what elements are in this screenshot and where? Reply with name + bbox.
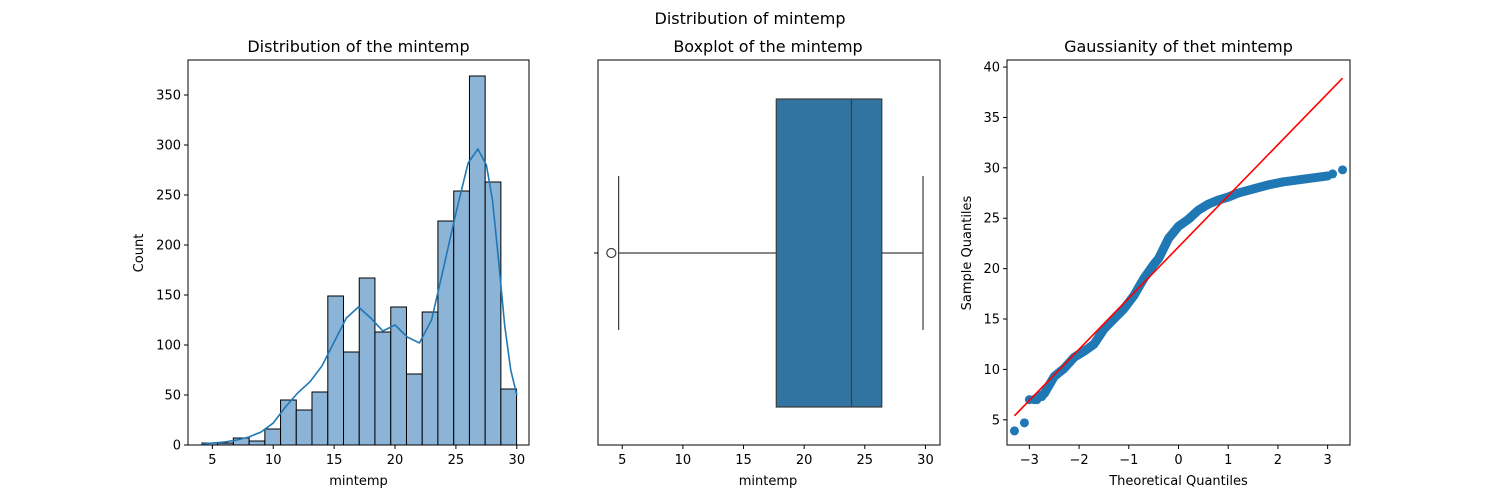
histogram-x-tick-label: 15 [326, 453, 343, 468]
outlier-point [606, 247, 617, 259]
histogram-bar [500, 388, 518, 446]
histogram-bar [453, 190, 470, 446]
histogram-bar [468, 75, 486, 446]
qq-plot-x-tick-label: −3 [1020, 453, 1039, 468]
histogram-x-tick-label: 10 [265, 453, 282, 468]
boxplot-title: Boxplot of the mintemp [673, 37, 862, 56]
histogram-y-tick-label: 100 [156, 339, 181, 354]
reference-line [1013, 77, 1344, 417]
qq-plot-x-tick-label: 2 [1274, 453, 1282, 468]
boxplot-axes-frame [597, 59, 941, 446]
histogram-bar [327, 295, 345, 446]
qq-plot-x-tick-label: 3 [1323, 453, 1331, 468]
histogram-y-label: Count [132, 234, 147, 273]
histogram-y-tick-label: 350 [156, 89, 181, 104]
qq-plot-x-label: Theoretical Quantiles [1108, 474, 1248, 489]
histogram-y-tick-label: 50 [164, 389, 181, 404]
qq-plot-x-tick-label: 0 [1174, 453, 1182, 468]
qq-plot-y-tick-label: 15 [983, 313, 1000, 328]
histogram-x-label: mintemp [329, 474, 388, 489]
quantile-point [1037, 392, 1047, 402]
qq-plot-x-tick-label: −2 [1069, 453, 1088, 468]
histogram-bar [295, 409, 313, 446]
histogram-bar [280, 399, 297, 446]
qq-plot-x-tick-label: −1 [1119, 453, 1138, 468]
histogram-panel: Distribution of the mintemp mintemp Coun… [132, 37, 530, 489]
histogram-y-tick-label: 150 [156, 289, 181, 304]
qq-plot-y-tick-label: 35 [983, 111, 1000, 126]
boxplot-x-label: mintemp [739, 474, 798, 489]
histogram-axes-frame [187, 59, 530, 446]
qq-plot-y-label: Sample Quantiles [960, 195, 975, 310]
histogram-bar [405, 373, 423, 446]
qq-plot-y-tick-label: 40 [983, 61, 1000, 76]
histogram-x-tick-label: 25 [448, 453, 465, 468]
qq-plot-axes-frame [1006, 59, 1351, 446]
boxplot-x-tick-label: 20 [796, 453, 813, 468]
boxplot-x-tick-label: 15 [735, 453, 752, 468]
qq-plot-x-tick-label: 1 [1224, 453, 1232, 468]
interquartile-box [775, 98, 883, 408]
sample-quantile-points [1029, 171, 1333, 405]
histogram-x-tick-label: 5 [208, 453, 216, 468]
histogram-x-tick-label: 20 [387, 453, 404, 468]
qq-plot-y-tick-label: 10 [983, 363, 1000, 378]
quantile-point [1328, 169, 1338, 179]
histogram-bar [374, 331, 392, 446]
boxplot-x-tick-label: 25 [857, 453, 874, 468]
histogram-y-tick-label: 200 [156, 239, 181, 254]
histogram-bar [343, 351, 360, 446]
quantile-point [1009, 426, 1019, 436]
qq-plot-y-tick-label: 20 [983, 262, 1000, 277]
qq-plot-y-tick-label: 25 [983, 212, 1000, 227]
figure-title: Distribution of mintemp [655, 9, 846, 28]
histogram-x-tick-label: 30 [509, 453, 526, 468]
qq-plot-panel: Gaussianity of thet mintemp Theoretical … [960, 37, 1351, 489]
quantile-point [1338, 165, 1348, 175]
boxplot-panel: Boxplot of the mintemp mintemp 5 10 15 20 25… [594, 37, 941, 489]
qq-plot-y-tick-label: 30 [983, 161, 1000, 176]
histogram-bar [484, 181, 502, 446]
histogram-y-tick-label: 0 [173, 439, 181, 454]
qq-plot-title: Gaussianity of thet mintemp [1064, 37, 1293, 56]
boxplot-x-tick-label: 30 [917, 453, 934, 468]
histogram-y-tick-label: 300 [156, 139, 181, 154]
boxplot-x-tick-label: 5 [618, 453, 626, 468]
boxplot-x-tick-label: 10 [675, 453, 692, 468]
histogram-bar [311, 391, 329, 446]
histogram-y-tick-label: 250 [156, 189, 181, 204]
quantile-point [1019, 418, 1029, 428]
kde-curve [201, 147, 518, 445]
qq-plot-y-tick-label: 5 [992, 413, 1000, 428]
histogram-bar [264, 428, 282, 446]
histogram-bar [248, 440, 266, 446]
histogram-title: Distribution of the mintemp [247, 37, 469, 56]
histogram-bar [358, 277, 376, 446]
